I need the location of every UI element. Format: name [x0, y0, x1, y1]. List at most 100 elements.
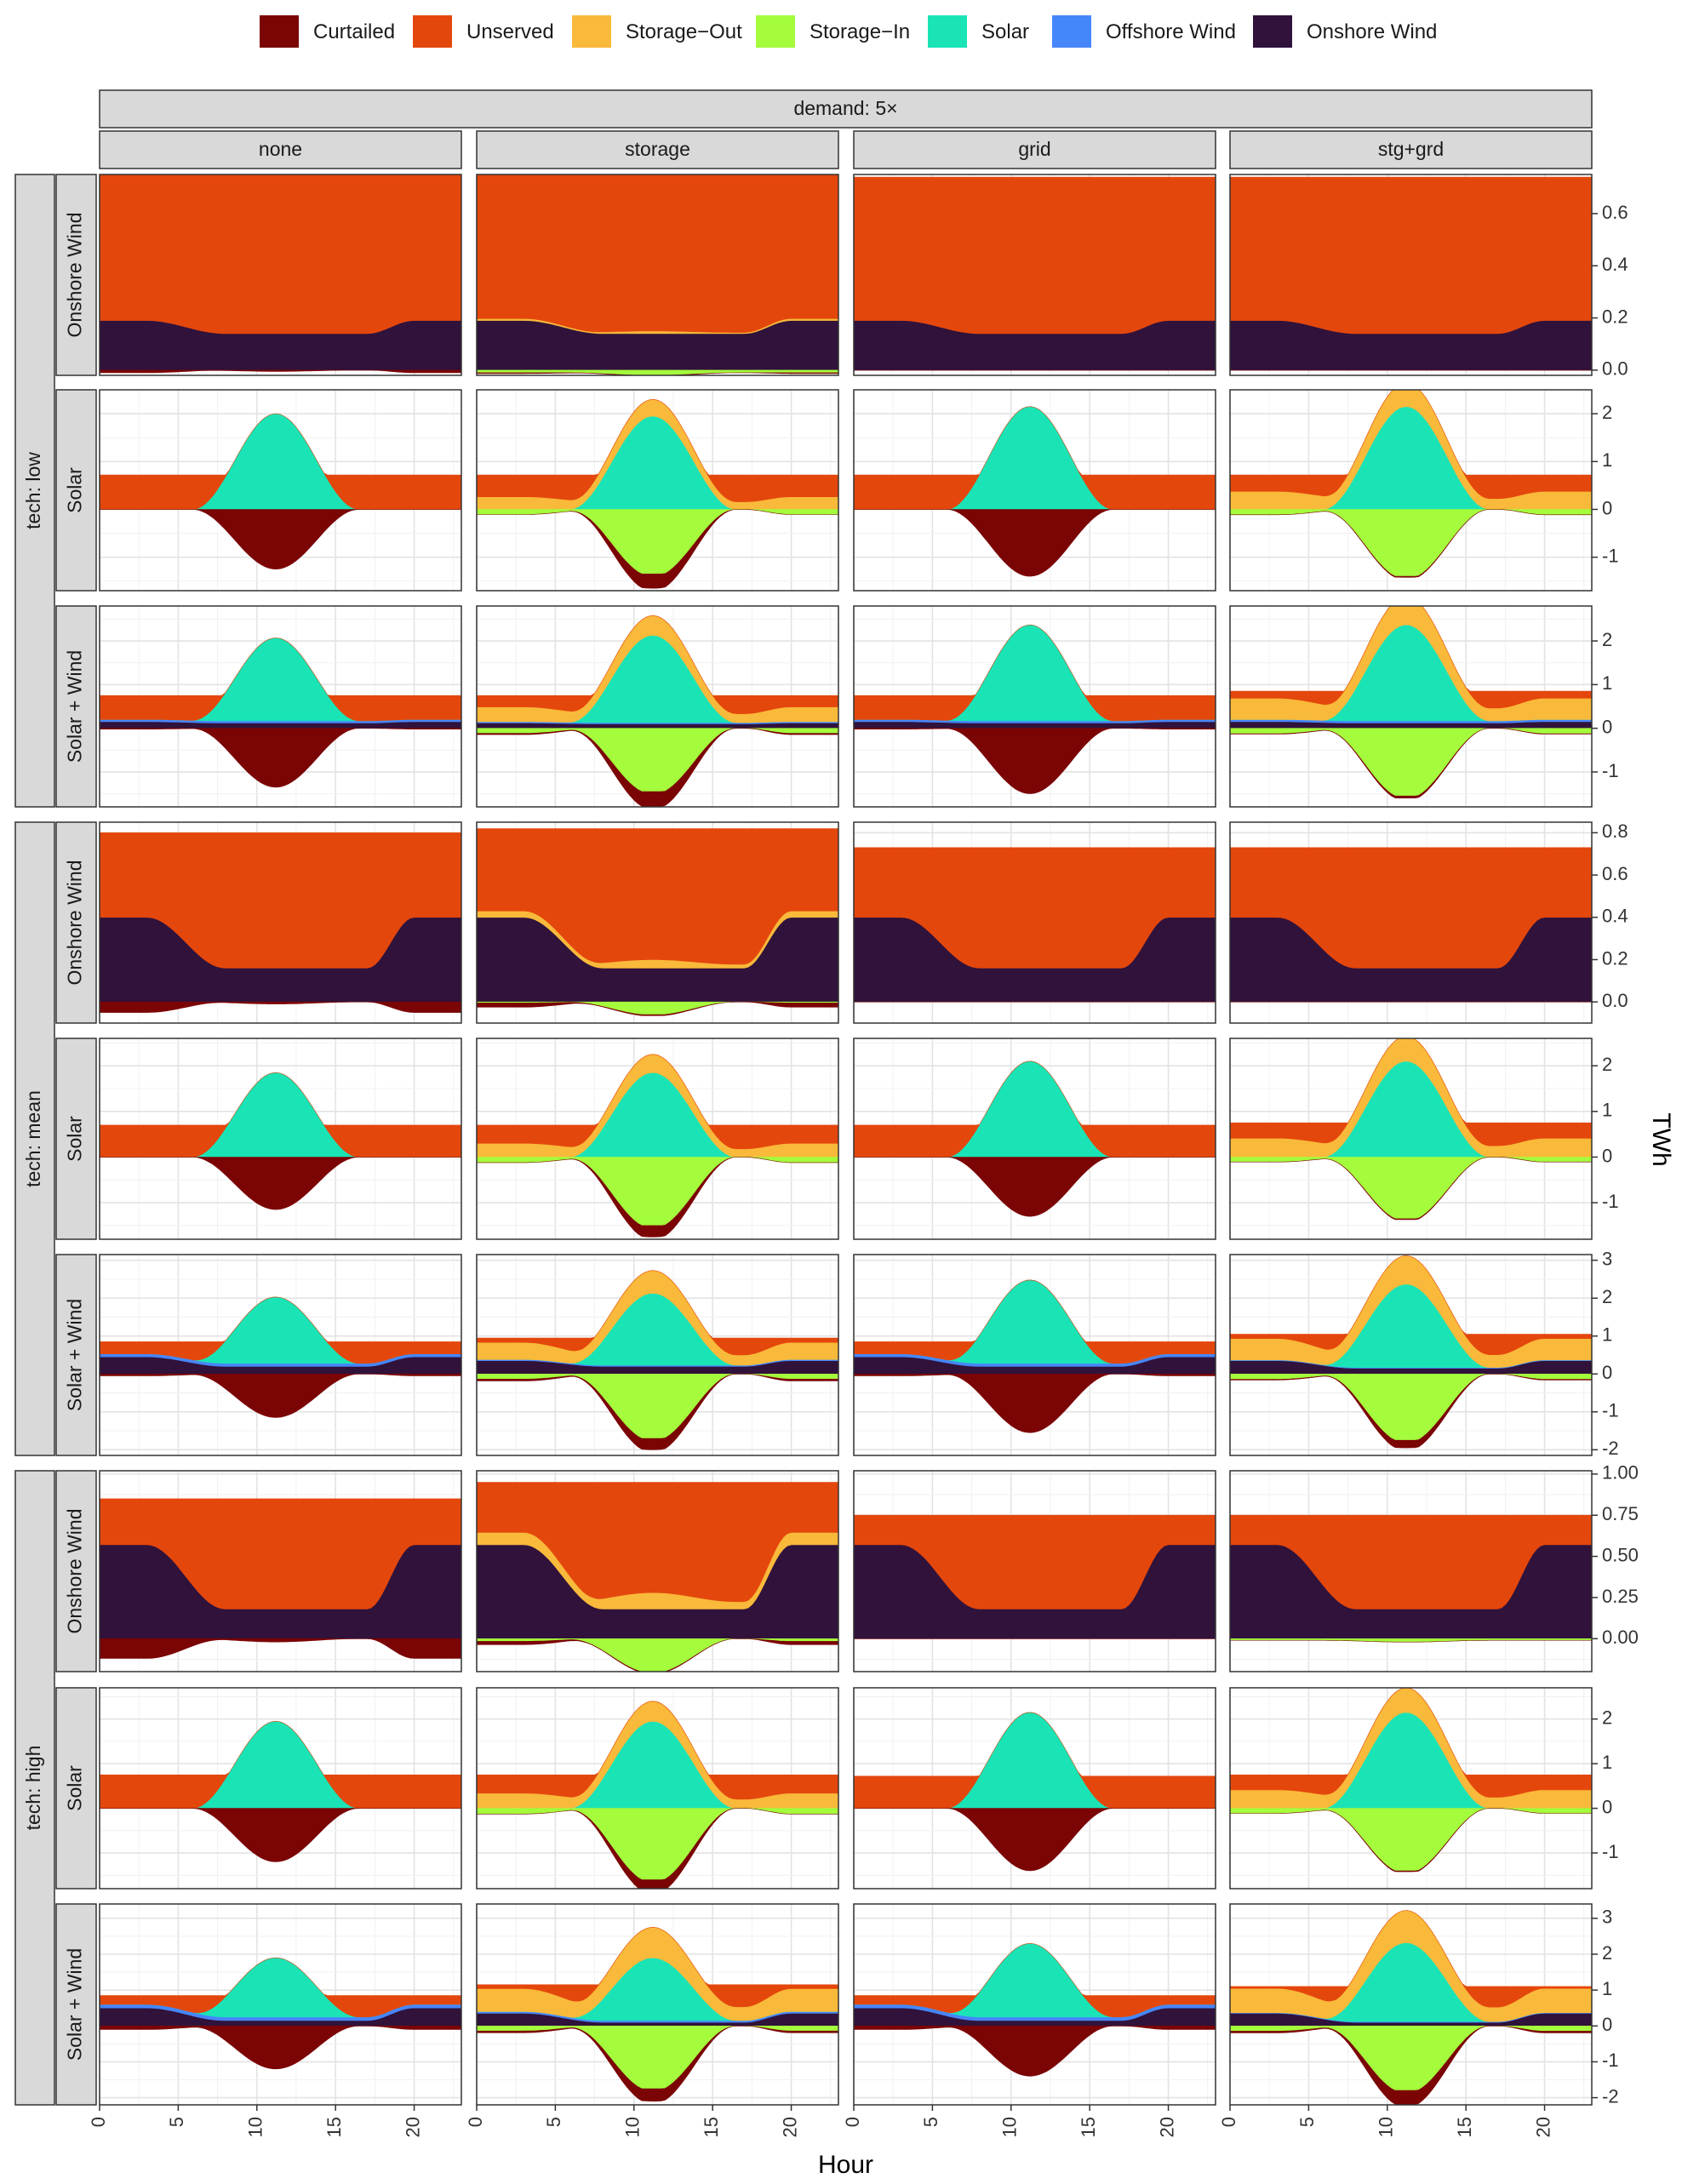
y-tick-label: 0.6 — [1602, 863, 1628, 884]
row-strips: Onshore Wind Solar Solar + Wind Onshore Win… — [55, 174, 97, 2106]
column-strip-grid: grid — [853, 130, 1216, 169]
tech-label-tech-low: tech: low — [22, 452, 44, 529]
panel-areas — [477, 1270, 838, 1450]
y-tick-label: 0.2 — [1602, 947, 1628, 969]
panel-areas — [477, 1054, 838, 1238]
row-strip-solar-wind: Solar + Wind — [55, 1903, 97, 2106]
panel-border — [853, 821, 1216, 1024]
panel-r3-none — [99, 821, 462, 1024]
tech-label-tech-mean: tech: mean — [22, 1090, 44, 1187]
panel-areas — [854, 624, 1216, 794]
area-curtailed — [854, 509, 1216, 577]
row-label-onshore-wind: Onshore Wind — [64, 1508, 86, 1633]
row-label-onshore-wind: Onshore Wind — [64, 860, 86, 985]
y-tick-label: 1 — [1602, 1752, 1612, 1773]
panel-r5-storage — [476, 1254, 839, 1456]
legend-label-solar: Solar — [981, 20, 1029, 43]
panel-areas — [1230, 1688, 1592, 1872]
y-tick-label: 3 — [1602, 1248, 1612, 1269]
legend-swatch-storage-out — [572, 15, 611, 48]
y-tick-label: -1 — [1602, 1400, 1619, 1421]
facet-label-demand: demand: 5× — [793, 97, 897, 119]
y-tick-label: 1 — [1602, 672, 1612, 694]
panel-areas — [1230, 606, 1592, 798]
panel-areas — [100, 1072, 461, 1210]
area-curtailed — [100, 1157, 461, 1210]
panel-border — [476, 1687, 839, 1890]
tech-strip-bg — [14, 174, 55, 808]
area-curtailed — [100, 1001, 461, 1013]
row-strip-bg — [55, 1038, 97, 1240]
panel-r6-stg-grd — [1229, 1470, 1593, 1672]
area-curtailed — [1230, 509, 1592, 578]
legend-label-storage-in: Storage−In — [810, 20, 910, 43]
area-unserved — [100, 174, 461, 334]
panel-areas — [477, 1927, 838, 2102]
area-curtailed — [1230, 2026, 1592, 2105]
column-label-grid: grid — [1018, 138, 1050, 160]
row-strip-onshore-wind: Onshore Wind — [55, 821, 97, 1024]
x-axis-title: Hour — [818, 2151, 873, 2179]
panel-border — [1229, 1254, 1593, 1456]
y-tick-label: -1 — [1602, 1191, 1619, 1212]
area-curtailed — [100, 369, 461, 374]
legend-swatch-solar — [928, 15, 967, 48]
x-tick-label: 10 — [1376, 2117, 1397, 2137]
area-unserved — [477, 615, 838, 714]
row-strip-bg — [55, 821, 97, 1024]
column-strip-bg — [1229, 130, 1593, 169]
area-curtailed — [854, 1157, 1216, 1217]
area-unserved — [854, 1279, 1216, 1364]
panel-r2-grid — [853, 605, 1216, 808]
panel-r0-none — [99, 174, 462, 376]
x-tick-label: 5 — [920, 2117, 941, 2127]
area-unserved — [100, 1721, 461, 1809]
panel-border — [99, 821, 462, 1024]
area-curtailed — [1230, 728, 1592, 798]
panel-r8-none — [99, 1903, 462, 2106]
area-unserved — [854, 624, 1216, 722]
row-strip-bg — [55, 389, 97, 592]
row-strip-onshore-wind: Onshore Wind — [55, 1470, 97, 1672]
area-curtailed — [1230, 1808, 1592, 1872]
x-tick-label: 15 — [701, 2117, 722, 2137]
y-tick-label: 0.25 — [1602, 1586, 1639, 1607]
panel-areas — [477, 1701, 838, 1889]
column-strip-bg — [476, 130, 839, 169]
area-unserved — [1230, 176, 1592, 334]
area-curtailed — [1230, 1157, 1592, 1221]
panel-border — [1229, 821, 1593, 1024]
area-unserved — [477, 1270, 838, 1356]
row-strip-bg — [55, 1903, 97, 2106]
panel-border — [1229, 389, 1593, 592]
column-strip-bg — [99, 130, 462, 169]
x-tick-label: 15 — [1078, 2117, 1099, 2137]
panel-areas — [100, 174, 461, 374]
y-tick-label: 2 — [1602, 402, 1612, 423]
row-label-onshore-wind: Onshore Wind — [64, 212, 86, 337]
row-strip-solar-wind: Solar + Wind — [55, 605, 97, 808]
legend-label-offshore-wind: Offshore Wind — [1106, 20, 1236, 43]
y-tick-label: -1 — [1602, 545, 1619, 566]
panel-r0-storage — [476, 174, 839, 376]
y-tick-label: 3 — [1602, 1907, 1612, 1928]
area-unserved — [854, 847, 1216, 969]
x-tick-label: 10 — [999, 2117, 1021, 2137]
area-curtailed — [100, 509, 461, 570]
y-tick-label: 0 — [1602, 716, 1612, 737]
panel-border — [476, 174, 839, 376]
x-tick-label: 5 — [543, 2117, 564, 2127]
area-unserved — [1230, 1255, 1592, 1355]
panel-border — [1229, 1903, 1593, 2106]
area-curtailed — [477, 509, 838, 589]
legend-label-curtailed: Curtailed — [313, 20, 395, 43]
panel-border — [853, 1470, 1216, 1672]
tech-strip-bg — [14, 1470, 55, 2106]
panel-areas — [854, 1514, 1216, 1639]
x-tick-label: 5 — [166, 2117, 187, 2127]
area-curtailed — [100, 1374, 461, 1418]
y-tick-label: 2 — [1602, 1707, 1612, 1729]
area-curtailed — [1230, 1374, 1592, 1449]
area-curtailed — [854, 2026, 1216, 2077]
area-unserved — [100, 1957, 461, 2018]
